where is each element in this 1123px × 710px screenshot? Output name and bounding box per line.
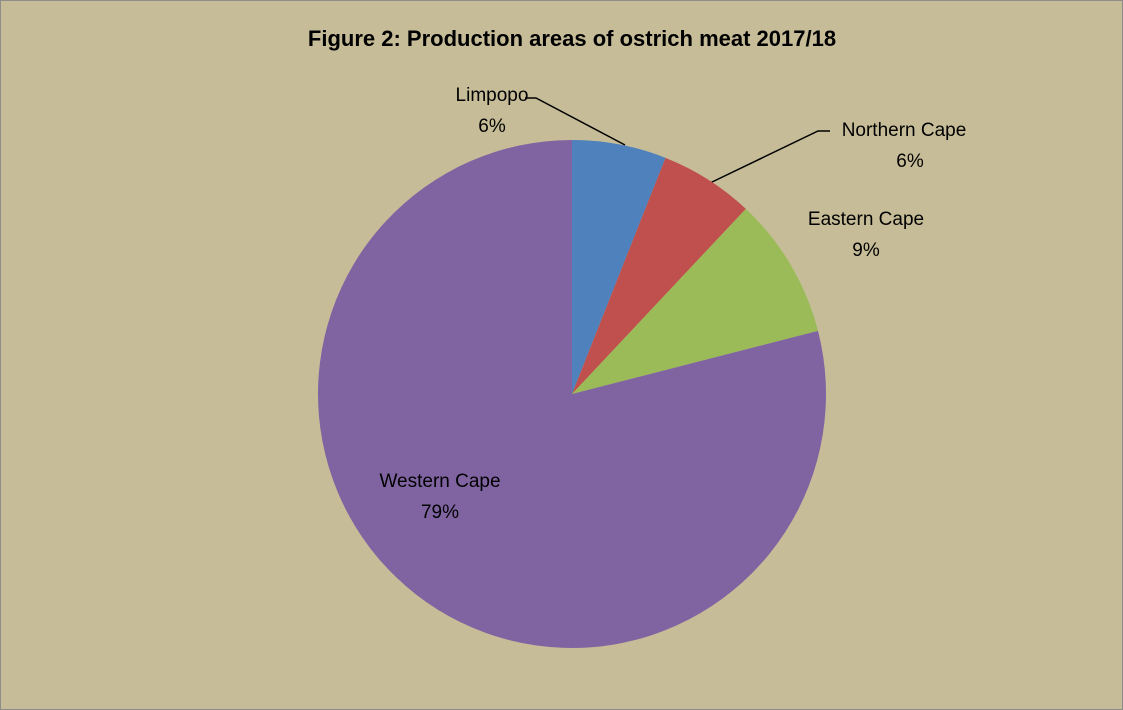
slice-label: Eastern Cape	[808, 209, 924, 230]
pie-slice	[572, 157, 746, 394]
leader-line	[525, 97, 626, 146]
chart-title: Figure 2: Production areas of ostrich me…	[308, 26, 836, 51]
pie-slice	[317, 140, 826, 648]
slice-value-label: 79%	[421, 502, 459, 523]
leader-line	[709, 130, 830, 184]
slice-value-label: 6%	[478, 116, 506, 137]
slice-label: Limpopo	[456, 85, 529, 106]
slice-label: Northern Cape	[842, 120, 967, 141]
pie-slice	[572, 140, 666, 394]
slice-value-label: 6%	[896, 151, 924, 172]
slice-label: Western Cape	[379, 471, 500, 492]
slice-value-label: 9%	[852, 240, 880, 261]
pie-slice	[572, 208, 819, 394]
